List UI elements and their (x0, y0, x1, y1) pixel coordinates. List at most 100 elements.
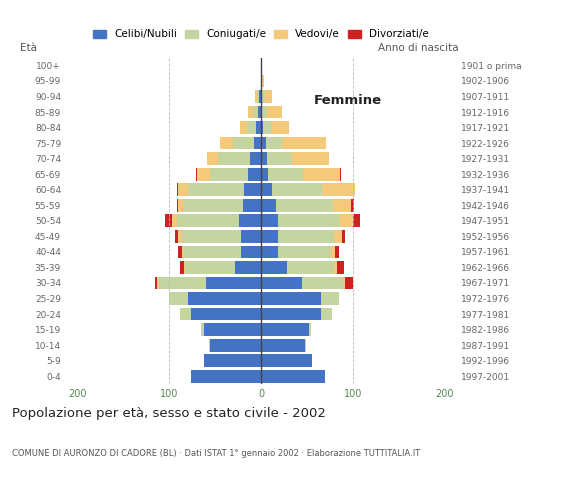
Bar (180, 308, 191, 321)
Bar (262, 74, 264, 87)
Bar (261, 323, 309, 336)
Bar (261, 183, 272, 196)
Bar (337, 261, 345, 274)
Bar (155, 276, 157, 289)
Bar (261, 199, 276, 212)
Bar (345, 276, 353, 289)
Bar (209, 339, 261, 351)
Bar (256, 121, 261, 134)
Bar (272, 183, 322, 196)
Bar (261, 74, 262, 87)
Bar (207, 152, 218, 165)
Bar (261, 168, 269, 180)
Text: COMUNE DI AURONZO DI CADORE (BL) · Dati ISTAT 1° gennaio 2002 · Elaborazione TUT: COMUNE DI AURONZO DI CADORE (BL) · Dati … (12, 449, 420, 458)
Bar (218, 152, 250, 165)
Bar (177, 215, 239, 227)
Bar (267, 106, 282, 119)
Bar (351, 199, 354, 212)
Bar (262, 90, 264, 103)
Bar (204, 323, 261, 336)
Bar (248, 106, 253, 119)
Bar (197, 168, 209, 180)
Bar (239, 215, 261, 227)
Bar (182, 245, 184, 258)
Bar (272, 121, 288, 134)
Bar (191, 370, 261, 383)
Bar (261, 90, 262, 103)
Bar (302, 276, 345, 289)
Bar (165, 215, 172, 227)
Bar (259, 90, 261, 103)
Bar (277, 245, 331, 258)
Bar (177, 199, 179, 212)
Bar (335, 230, 342, 243)
Bar (179, 183, 187, 196)
Bar (261, 59, 262, 72)
Bar (258, 90, 259, 103)
Bar (177, 245, 182, 258)
Bar (261, 121, 263, 134)
Bar (261, 292, 321, 305)
Bar (184, 261, 185, 274)
Bar (241, 245, 261, 258)
Bar (303, 168, 340, 180)
Bar (305, 339, 306, 351)
Bar (340, 168, 341, 180)
Bar (242, 199, 261, 212)
Bar (263, 121, 272, 134)
Bar (185, 261, 235, 274)
Bar (277, 215, 340, 227)
Bar (241, 230, 261, 243)
Bar (187, 292, 261, 305)
Bar (276, 199, 332, 212)
Bar (321, 292, 339, 305)
Bar (196, 168, 197, 180)
Bar (235, 261, 261, 274)
Bar (183, 199, 242, 212)
Bar (181, 230, 241, 243)
Bar (335, 245, 339, 258)
Bar (282, 137, 326, 149)
Bar (253, 137, 261, 149)
Bar (255, 90, 258, 103)
Bar (342, 230, 345, 243)
Bar (201, 323, 204, 336)
Bar (191, 308, 261, 321)
Bar (277, 230, 335, 243)
Bar (206, 276, 261, 289)
Bar (354, 183, 356, 196)
Bar (179, 230, 181, 243)
Bar (261, 106, 262, 119)
Bar (250, 152, 261, 165)
Bar (269, 168, 303, 180)
Bar (261, 152, 266, 165)
Bar (169, 292, 187, 305)
Bar (157, 276, 158, 289)
Bar (248, 168, 261, 180)
Bar (258, 106, 261, 119)
Bar (266, 137, 282, 149)
Bar (287, 261, 335, 274)
Bar (261, 245, 277, 258)
Bar (253, 106, 258, 119)
Text: Anno di nascita: Anno di nascita (378, 43, 458, 53)
Bar (261, 215, 277, 227)
Bar (261, 354, 313, 367)
Text: Femmine: Femmine (314, 94, 382, 107)
Bar (187, 183, 245, 196)
Bar (335, 261, 337, 274)
Bar (180, 261, 184, 274)
Bar (261, 370, 325, 383)
Bar (266, 152, 292, 165)
Legend: Celibi/Nubili, Coniugati/e, Vedovi/e, Divorziati/e: Celibi/Nubili, Coniugati/e, Vedovi/e, Di… (89, 25, 433, 44)
Bar (261, 137, 266, 149)
Bar (184, 245, 241, 258)
Bar (262, 106, 267, 119)
Text: Popolazione per età, sesso e stato civile - 2002: Popolazione per età, sesso e stato civil… (12, 407, 325, 420)
Bar (309, 323, 311, 336)
Bar (322, 183, 354, 196)
Bar (353, 215, 360, 227)
Bar (340, 215, 353, 227)
Bar (321, 308, 332, 321)
Bar (172, 215, 177, 227)
